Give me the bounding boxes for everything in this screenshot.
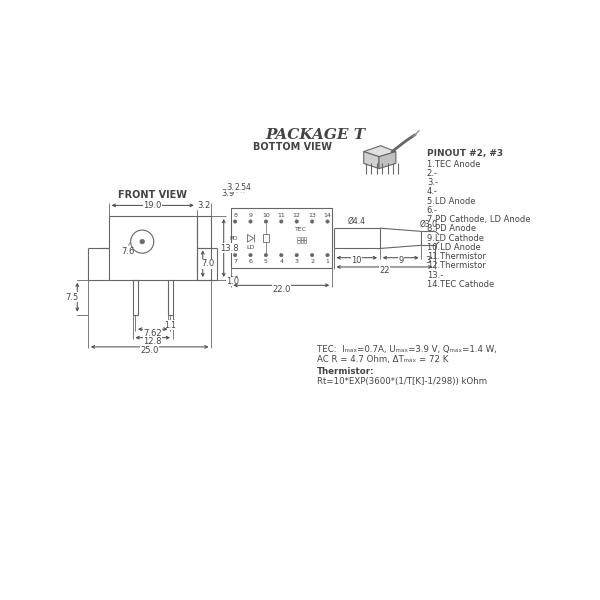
- Bar: [298, 237, 300, 240]
- Text: PACKAGE T: PACKAGE T: [265, 128, 365, 142]
- Circle shape: [141, 240, 143, 243]
- Text: 10: 10: [352, 256, 362, 265]
- Text: 7.0: 7.0: [202, 259, 215, 268]
- Text: 7.PD Cathode, LD Anode: 7.PD Cathode, LD Anode: [427, 215, 530, 224]
- Circle shape: [280, 253, 283, 257]
- Bar: [197, 216, 211, 280]
- Text: 9: 9: [248, 212, 253, 218]
- Text: 5: 5: [264, 259, 268, 264]
- Circle shape: [295, 253, 298, 257]
- Text: 3.2: 3.2: [197, 201, 211, 210]
- Text: 5.LD Anode: 5.LD Anode: [427, 197, 475, 206]
- Bar: [133, 280, 137, 314]
- Circle shape: [310, 220, 314, 223]
- Circle shape: [233, 253, 237, 257]
- Text: 3.9: 3.9: [221, 189, 235, 198]
- Bar: [301, 240, 303, 243]
- Text: 13.-: 13.-: [427, 271, 443, 280]
- Bar: [301, 237, 303, 240]
- Text: 4.-: 4.-: [427, 187, 438, 196]
- Text: LD: LD: [247, 245, 255, 250]
- Bar: [304, 237, 307, 240]
- Text: 7.62: 7.62: [143, 329, 162, 338]
- Text: 2.54: 2.54: [235, 183, 251, 192]
- Circle shape: [233, 220, 237, 223]
- Text: 9.LD Cathode: 9.LD Cathode: [427, 233, 484, 242]
- Text: 6: 6: [248, 259, 253, 264]
- Text: PD: PD: [229, 236, 238, 241]
- Circle shape: [280, 220, 283, 223]
- Text: 9: 9: [398, 256, 403, 265]
- Circle shape: [264, 253, 268, 257]
- Text: 11.Thermistor: 11.Thermistor: [427, 252, 486, 261]
- Text: 13: 13: [308, 212, 316, 218]
- Circle shape: [326, 253, 329, 257]
- Text: 4: 4: [280, 259, 283, 264]
- Text: 12.Thermistor: 12.Thermistor: [427, 262, 486, 271]
- Text: 14.TEC Cathode: 14.TEC Cathode: [427, 280, 494, 289]
- Circle shape: [249, 220, 252, 223]
- Text: 7.5: 7.5: [65, 293, 79, 302]
- Text: Thermistor:: Thermistor:: [317, 367, 374, 376]
- Text: 13.8: 13.8: [221, 244, 239, 253]
- Text: Ø3.0: Ø3.0: [419, 220, 437, 229]
- Text: 8.PD Anode: 8.PD Anode: [427, 224, 476, 233]
- Text: 22.0: 22.0: [272, 284, 290, 293]
- Text: 10.LD Anode: 10.LD Anode: [427, 243, 481, 252]
- Text: TEC:  Iₘₐₓ=0.7A, Uₘₐₓ=3.9 V, Qₘₐₓ=1.4 W,: TEC: Iₘₐₓ=0.7A, Uₘₐₓ=3.9 V, Qₘₐₓ=1.4 W,: [317, 346, 497, 355]
- Bar: [298, 240, 300, 243]
- Text: 12: 12: [293, 212, 301, 218]
- Text: 3: 3: [295, 259, 299, 264]
- Text: 3.-: 3.-: [427, 178, 438, 187]
- Polygon shape: [364, 146, 396, 157]
- Text: 3.9: 3.9: [226, 183, 239, 192]
- Text: Rt=10*EXP(3600*(1/T[K]-1/298)) kOhm: Rt=10*EXP(3600*(1/T[K]-1/298)) kOhm: [317, 377, 487, 386]
- Text: TEC: TEC: [295, 227, 307, 232]
- Text: 2: 2: [310, 259, 314, 264]
- Circle shape: [264, 220, 268, 223]
- Text: 10: 10: [262, 212, 270, 218]
- Text: BOTTOM VIEW: BOTTOM VIEW: [253, 142, 332, 152]
- Bar: [230, 208, 332, 268]
- Circle shape: [326, 220, 329, 223]
- Text: 1.1: 1.1: [164, 321, 176, 330]
- Bar: [168, 280, 173, 314]
- Polygon shape: [379, 152, 396, 169]
- Text: 6.-: 6.-: [427, 206, 438, 215]
- Text: 3: 3: [426, 256, 431, 265]
- Text: 7: 7: [233, 259, 237, 264]
- Text: 12.8: 12.8: [143, 337, 162, 346]
- Polygon shape: [364, 152, 379, 169]
- Text: 11: 11: [277, 212, 285, 218]
- Circle shape: [295, 220, 298, 223]
- Text: Ø4.4: Ø4.4: [348, 217, 366, 226]
- Text: 1: 1: [326, 259, 329, 264]
- Bar: [304, 240, 307, 243]
- Text: 1.TEC Anode: 1.TEC Anode: [427, 160, 481, 169]
- Text: 19.0: 19.0: [143, 201, 162, 210]
- Text: 22: 22: [379, 266, 390, 275]
- Text: 8: 8: [233, 212, 237, 218]
- Text: FRONT VIEW: FRONT VIEW: [118, 190, 187, 200]
- Text: 7.6: 7.6: [122, 247, 135, 256]
- Circle shape: [310, 253, 314, 257]
- Text: AC R = 4.7 Ohm, ΔTₘₐₓ = 72 K: AC R = 4.7 Ohm, ΔTₘₐₓ = 72 K: [317, 355, 448, 364]
- Circle shape: [249, 253, 252, 257]
- Text: 2.-: 2.-: [427, 169, 438, 178]
- Text: 1.0: 1.0: [226, 277, 239, 286]
- Text: 14: 14: [323, 212, 331, 218]
- Text: PINOUT #2, #3: PINOUT #2, #3: [427, 149, 503, 158]
- Bar: [263, 235, 269, 242]
- Bar: [109, 216, 197, 280]
- Text: 25.0: 25.0: [140, 346, 159, 355]
